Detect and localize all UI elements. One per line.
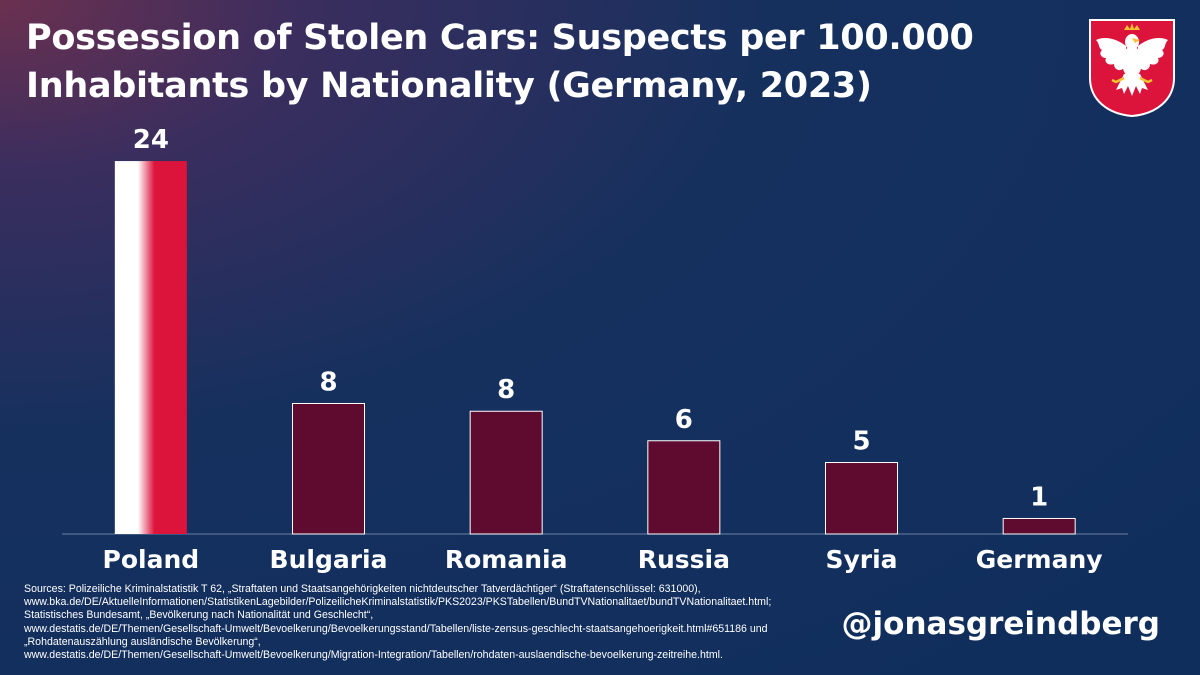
category-label-poland: Poland: [103, 545, 200, 574]
author-handle: @jonasgreindberg: [841, 606, 1160, 642]
category-label-syria: Syria: [825, 545, 897, 574]
bar-russia: [647, 440, 721, 535]
value-label-russia: 6: [675, 405, 693, 435]
value-label-syria: 5: [852, 427, 870, 457]
category-label-bulgaria: Bulgaria: [270, 545, 388, 574]
category-label-germany: Germany: [976, 545, 1103, 574]
value-label-poland: 24: [133, 125, 169, 155]
bar-syria: [825, 462, 898, 535]
chart-title: Possession of Stolen Cars: Suspects per …: [26, 18, 974, 106]
category-label-russia: Russia: [638, 545, 730, 574]
bar-poland: [114, 161, 187, 535]
bar-romania: [469, 410, 543, 535]
value-label-bulgaria: 8: [319, 367, 337, 397]
sources-note: Sources: Polizeiliche Kriminalstatistik …: [24, 583, 772, 662]
value-label-romania: 8: [497, 375, 515, 405]
category-label-romania: Romania: [445, 545, 568, 574]
polish-eagle-icon: [1089, 19, 1175, 118]
bar-germany: [1002, 517, 1076, 535]
bar-bulgaria: [292, 402, 365, 535]
value-label-germany: 1: [1030, 482, 1048, 512]
